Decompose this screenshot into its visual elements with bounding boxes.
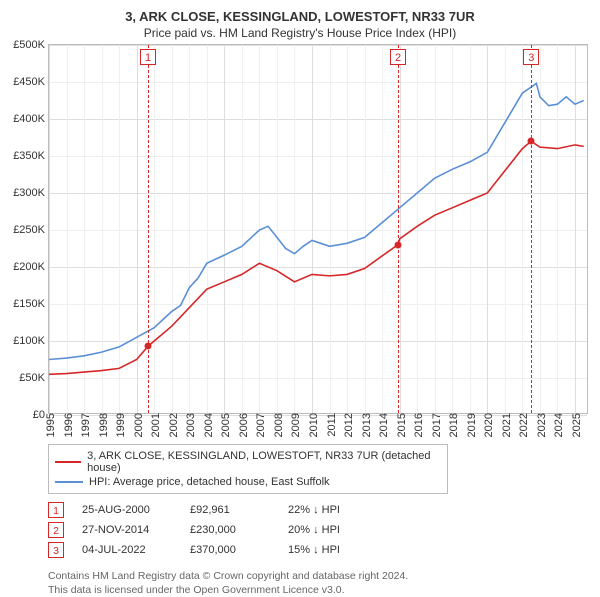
event-dashline	[148, 45, 149, 413]
x-axis-label: 1997	[76, 413, 92, 437]
y-axis-label: £400K	[13, 113, 49, 125]
footer-line: Contains HM Land Registry data © Crown c…	[48, 570, 600, 584]
legend-box: 3, ARK CLOSE, KESSINGLAND, LOWESTOFT, NR…	[48, 444, 448, 494]
y-axis-label: £100K	[13, 335, 49, 347]
y-axis-label: £150K	[13, 298, 49, 310]
event-dot-1	[145, 343, 152, 350]
x-axis-label: 2006	[234, 413, 250, 437]
x-axis-label: 2001	[146, 413, 162, 437]
x-axis-label: 2003	[181, 413, 197, 437]
chart-svg	[49, 45, 589, 415]
x-axis-label: 2013	[357, 413, 373, 437]
event-row-marker: 1	[48, 502, 64, 518]
event-row: 1 25-AUG-2000 £92,961 22% ↓ HPI	[48, 500, 600, 520]
event-row-marker: 2	[48, 522, 64, 538]
x-axis-label: 2011	[322, 413, 338, 437]
x-axis-label: 1998	[94, 413, 110, 437]
event-row-price: £370,000	[190, 544, 270, 556]
legend-label: 3, ARK CLOSE, KESSINGLAND, LOWESTOFT, NR…	[87, 450, 441, 474]
legend-swatch	[55, 481, 83, 483]
x-axis-label: 2014	[374, 413, 390, 437]
footer-attribution: Contains HM Land Registry data © Crown c…	[48, 570, 600, 597]
y-axis-label: £200K	[13, 261, 49, 273]
event-row: 2 27-NOV-2014 £230,000 20% ↓ HPI	[48, 520, 600, 540]
event-dot-3	[528, 138, 535, 145]
event-row-price: £230,000	[190, 524, 270, 536]
x-axis-label: 2007	[251, 413, 267, 437]
event-table: 1 25-AUG-2000 £92,961 22% ↓ HPI 2 27-NOV-2014…	[48, 500, 600, 560]
x-axis-label: 2010	[304, 413, 320, 437]
event-row: 3 04-JUL-2022 £370,000 15% ↓ HPI	[48, 540, 600, 560]
y-axis-label: £450K	[13, 76, 49, 88]
x-axis-label: 1995	[41, 413, 57, 437]
x-axis-label: 2018	[444, 413, 460, 437]
chart-subtitle: Price paid vs. HM Land Registry's House …	[0, 26, 600, 44]
x-axis-label: 1999	[111, 413, 127, 437]
event-marker-2: 2	[390, 49, 406, 65]
y-axis-label: £350K	[13, 150, 49, 162]
series-address-line	[49, 141, 584, 374]
event-row-delta: 20% ↓ HPI	[288, 524, 340, 536]
x-axis-label: 2004	[199, 413, 215, 437]
y-axis-label: £500K	[13, 39, 49, 51]
event-dashline	[398, 45, 399, 413]
y-axis-label: £300K	[13, 187, 49, 199]
chart-title: 3, ARK CLOSE, KESSINGLAND, LOWESTOFT, NR…	[0, 0, 600, 26]
x-axis-label: 2024	[549, 413, 565, 437]
x-axis-label: 2020	[479, 413, 495, 437]
legend-label: HPI: Average price, detached house, East…	[89, 476, 330, 488]
legend-item: HPI: Average price, detached house, East…	[55, 475, 441, 489]
x-axis-label: 2000	[129, 413, 145, 437]
event-row-price: £92,961	[190, 504, 270, 516]
x-axis-label: 2023	[532, 413, 548, 437]
x-axis-label: 2019	[462, 413, 478, 437]
event-dashline	[531, 45, 532, 413]
x-axis-label: 2021	[497, 413, 513, 437]
x-axis-label: 2022	[514, 413, 530, 437]
x-axis-label: 2009	[286, 413, 302, 437]
x-axis-label: 2025	[567, 413, 583, 437]
event-row-delta: 22% ↓ HPI	[288, 504, 340, 516]
y-axis-label: £50K	[19, 372, 49, 384]
footer-line: This data is licensed under the Open Gov…	[48, 584, 600, 597]
event-row-delta: 15% ↓ HPI	[288, 544, 340, 556]
event-row-marker: 3	[48, 542, 64, 558]
legend-item: 3, ARK CLOSE, KESSINGLAND, LOWESTOFT, NR…	[55, 449, 441, 475]
event-row-date: 27-NOV-2014	[82, 524, 172, 536]
x-axis-label: 2008	[269, 413, 285, 437]
x-axis-label: 2016	[409, 413, 425, 437]
event-marker-1: 1	[140, 49, 156, 65]
legend-swatch	[55, 461, 81, 463]
event-row-date: 25-AUG-2000	[82, 504, 172, 516]
x-axis-label: 2005	[216, 413, 232, 437]
series-hpi-line	[49, 84, 584, 360]
x-axis-label: 1996	[59, 413, 75, 437]
x-axis-label: 2012	[339, 413, 355, 437]
y-axis-label: £250K	[13, 224, 49, 236]
event-dot-2	[395, 241, 402, 248]
x-axis-label: 2002	[164, 413, 180, 437]
x-axis-label: 2015	[392, 413, 408, 437]
price-chart: £0£50K£100K£150K£200K£250K£300K£350K£400…	[48, 44, 588, 414]
event-marker-3: 3	[523, 49, 539, 65]
x-axis-label: 2017	[427, 413, 443, 437]
event-row-date: 04-JUL-2022	[82, 544, 172, 556]
